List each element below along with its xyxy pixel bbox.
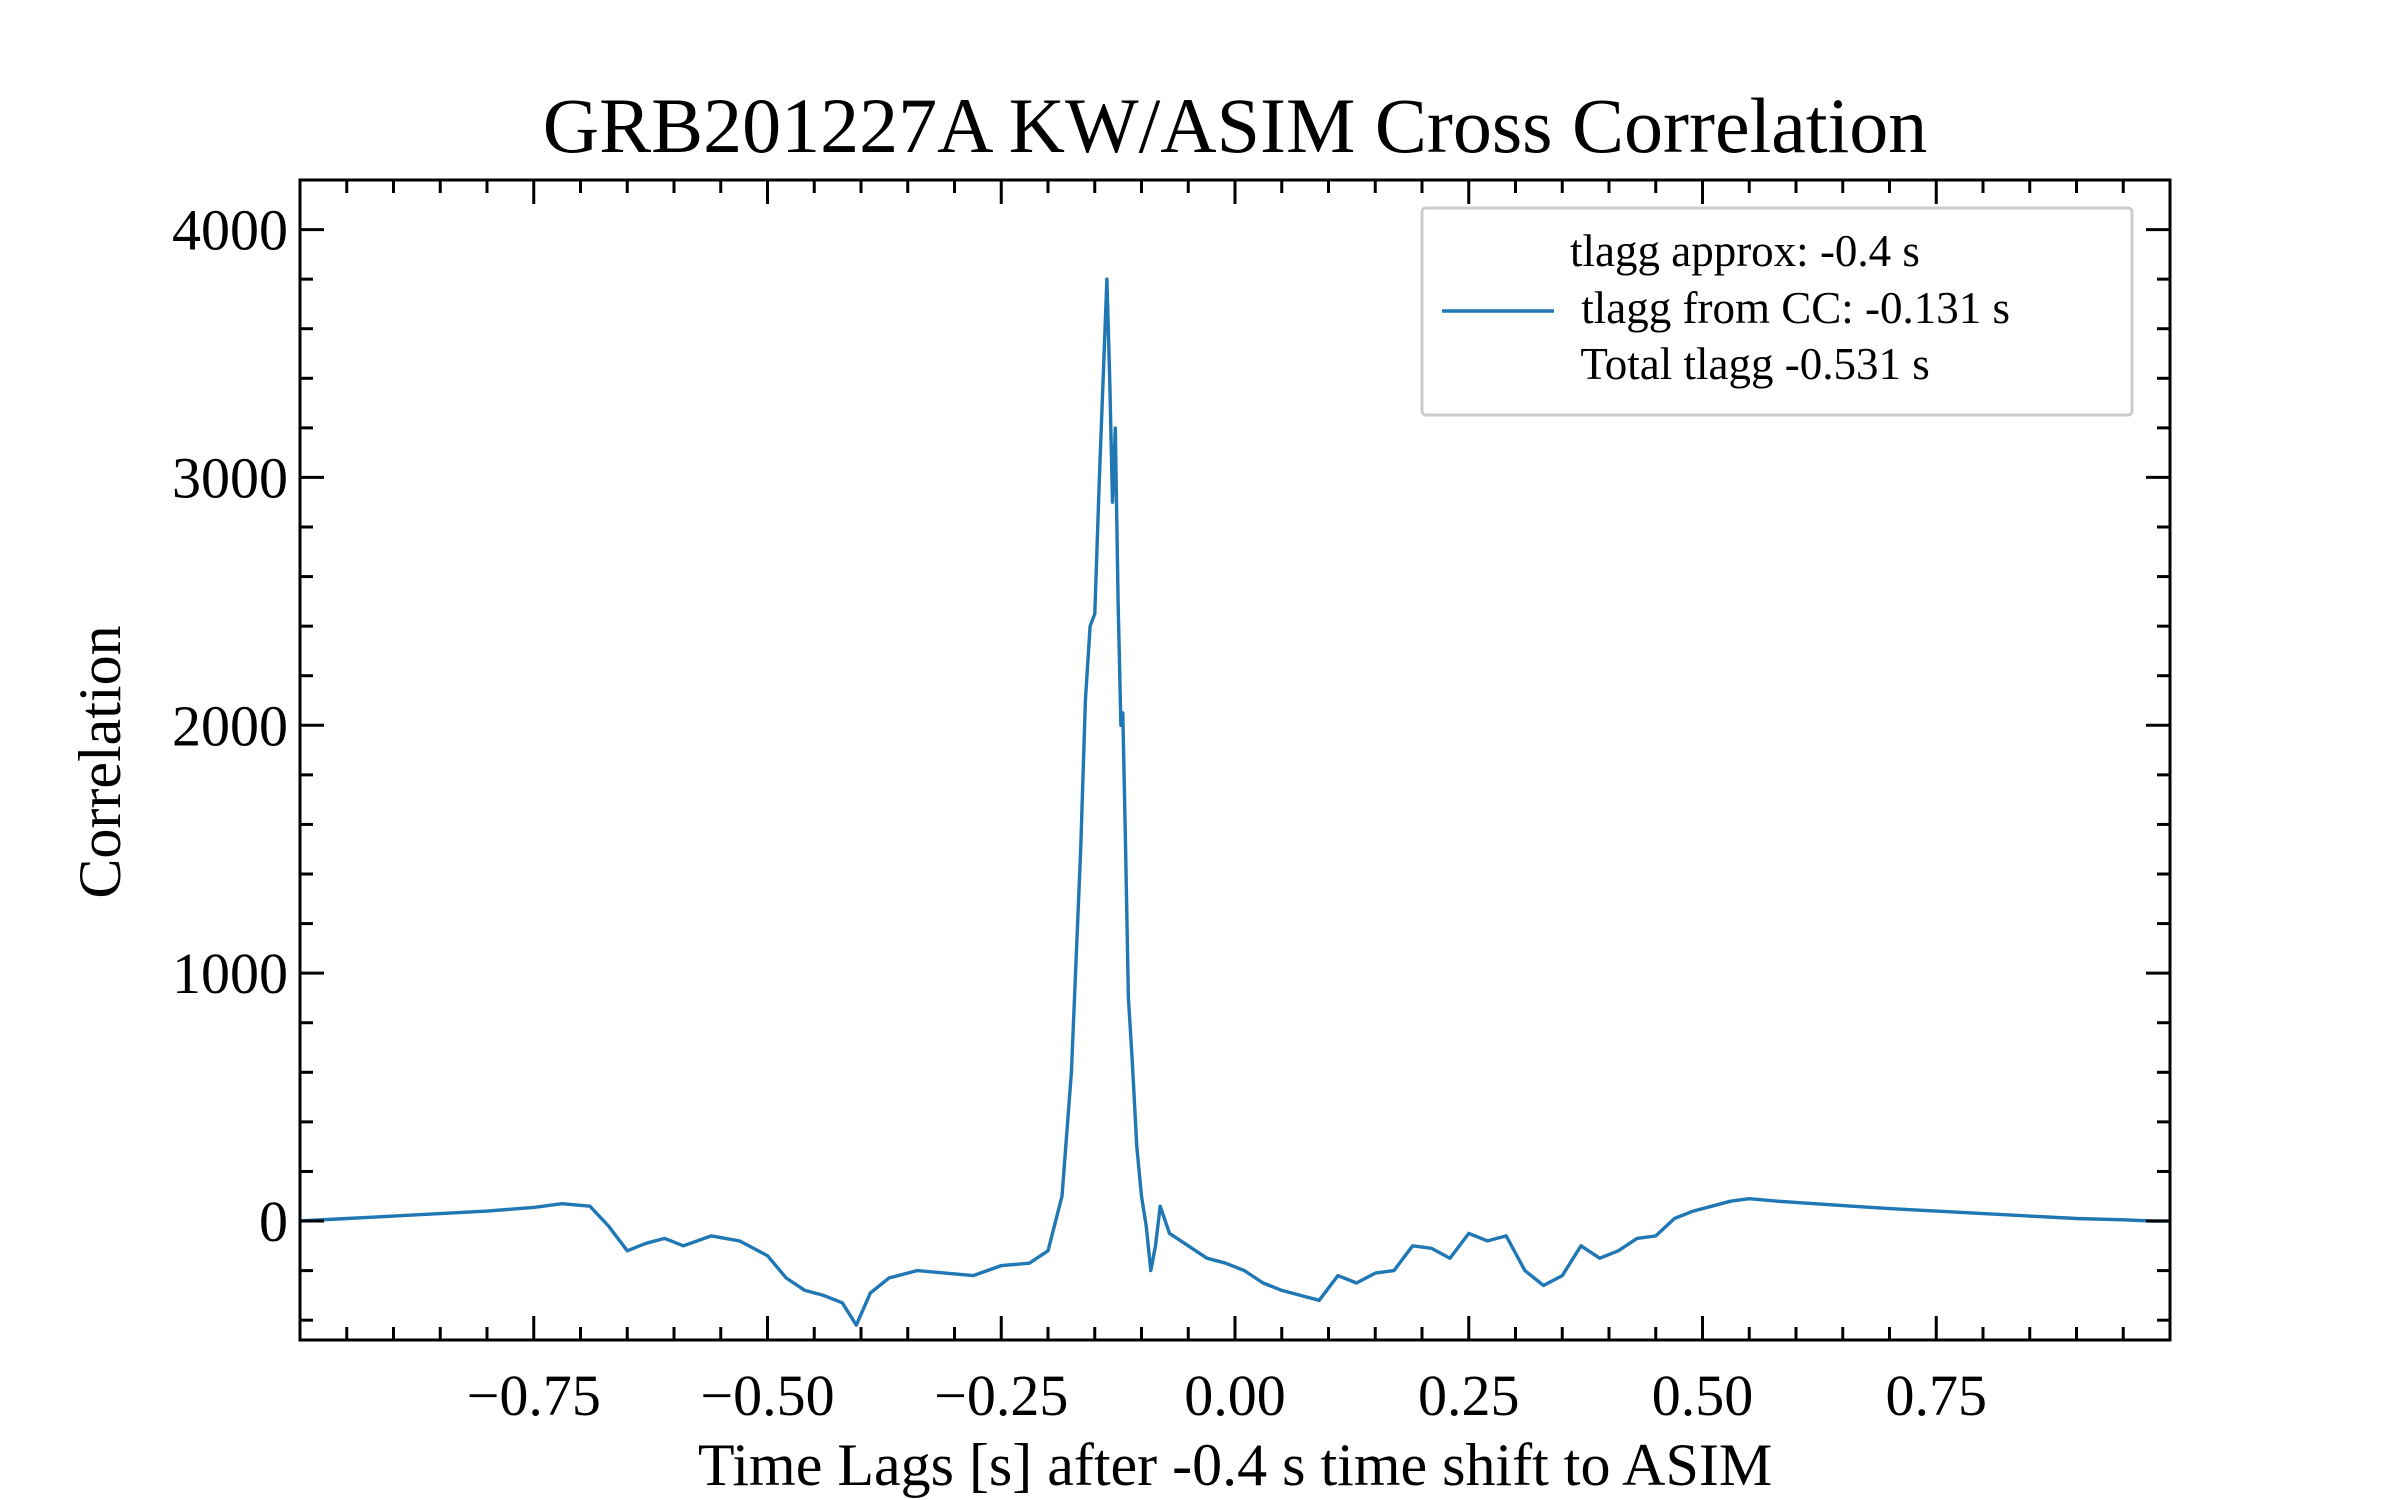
x-tick-label: 0.50 — [1652, 1363, 1754, 1428]
y-tick-label: 1000 — [172, 941, 288, 1006]
x-tick-label: −0.75 — [467, 1363, 601, 1428]
legend-entry-line-1: tlagg approx: -0.4 s — [1570, 226, 1920, 276]
y-tick-label: 0 — [259, 1189, 288, 1254]
y-tick-label: 4000 — [172, 198, 288, 263]
x-tick-label: 0.00 — [1184, 1363, 1286, 1428]
axis-ticks — [300, 178, 2170, 1340]
y-axis-label: Correlation — [67, 625, 133, 898]
legend-entry-line-3: Total tlagg -0.531 s — [1570, 339, 1930, 389]
plot-frame — [298, 178, 2172, 1342]
y-tick-label: 3000 — [172, 445, 288, 510]
y-axis-tick-labels: 0 1000 2000 3000 4000 — [172, 198, 288, 1254]
chart-title: GRB201227A KW/ASIM Cross Correlation — [543, 82, 1928, 169]
correlation-series-line — [299, 277, 2170, 1327]
x-axis-label: Time Lags [s] after -0.4 s time shift to… — [698, 1432, 1772, 1498]
x-tick-label: 0.75 — [1886, 1363, 1988, 1428]
legend: tlagg approx: -0.4 s tlagg from CC: -0.1… — [1420, 206, 2134, 417]
legend-box — [1420, 206, 2134, 417]
legend-entry-line-2: tlagg from CC: -0.131 s — [1570, 283, 2010, 333]
x-tick-label: −0.50 — [700, 1363, 834, 1428]
x-tick-label: −0.25 — [934, 1363, 1068, 1428]
x-tick-label: 0.25 — [1418, 1363, 1520, 1428]
x-axis-tick-labels: −0.75 −0.50 −0.25 0.00 0.25 0.50 0.75 — [467, 1363, 1987, 1428]
plot-area — [299, 277, 2170, 1327]
y-tick-label: 2000 — [172, 693, 288, 758]
